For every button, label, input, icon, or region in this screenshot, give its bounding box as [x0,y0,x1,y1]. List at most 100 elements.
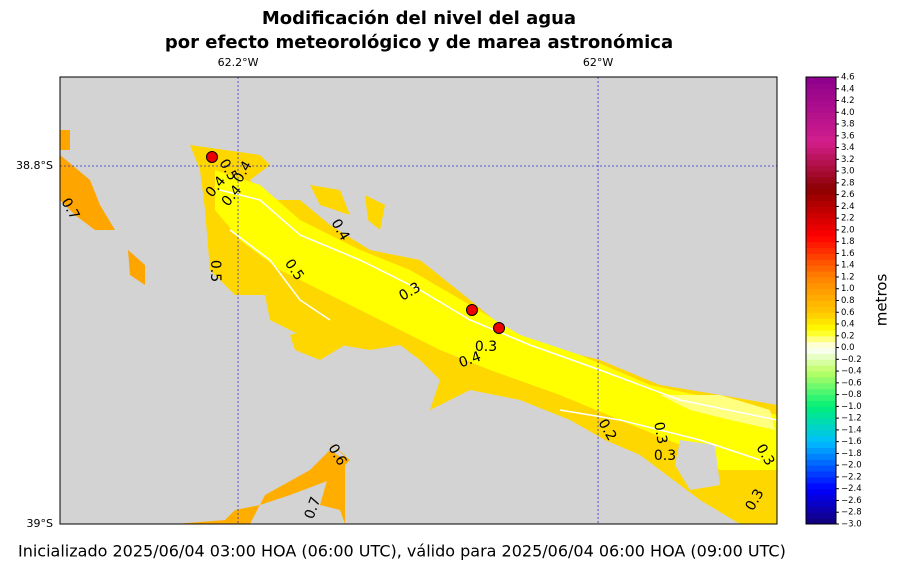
colorbar-segment [806,112,836,119]
y-tick-label: 38.8°S [16,159,53,172]
colorbar-tick-label: −2.4 [841,484,862,494]
footer: Inicializado 2025/06/04 03:00 HOA (06:00… [18,542,786,561]
map-area: 0.7 0.4 0.5 0.4 0.4 0.5 0.4 0.5 0.3 0.3 … [60,77,777,524]
colorbar-segment [806,476,836,484]
colorbar: −3.0 −2.8 −2.6 −2.4 −2.2−2.0 −1.8 −1.6 −1.4−1.2… [805,73,862,530]
colorbar-segment [806,182,836,190]
colorbar-segment [806,259,836,266]
colorbar-segment [806,365,836,372]
colorbar-tick-label: −1.8 [841,449,862,459]
contour-label: 0.3 [650,421,670,446]
colorbar-segment [806,176,836,184]
map-frame [59,76,778,525]
colorbar-segment [806,359,836,366]
contour-label: 0.3 [654,448,676,464]
colorbar-segment [806,171,836,178]
colorbar-tick-label: 0.4 [841,320,855,330]
colorbar-tick-label: 1.6 [841,249,855,259]
colorbar-tick-label: −1.2 [841,414,862,424]
colorbar-segment [806,424,836,431]
water-yellow [290,325,345,360]
title: por efecto meteorológico y de marea astr… [165,32,673,53]
colorbar-segment [806,400,836,407]
colorbar-segment [806,429,836,437]
colorbar-segment [806,412,836,419]
colorbar-tick-label: 4.0 [841,108,855,118]
title: Modificación del nivel del agua [262,8,576,29]
colorbar-segment [806,124,836,131]
colorbar-segment [806,224,836,231]
colorbar-tick-label: −2.8 [841,508,862,518]
colorbar-segment [806,141,836,149]
colorbar-segment [806,418,836,425]
colorbar-segment [806,288,836,296]
colorbar-label: metros [873,274,891,327]
colorbar-segment [806,282,836,290]
station-marker [206,151,218,163]
colorbar-segment [806,453,836,460]
colorbar-tick-label: −0.2 [841,355,862,365]
contours [219,189,777,461]
y-tick-label: 39°S [27,517,53,530]
colorbar-segment [806,165,836,172]
colorbar-segment [806,88,836,96]
colorbar-tick-label: 2.4 [841,202,855,212]
colorbar-segment [806,218,836,225]
colorbar-tick-label: 2.6 [841,190,855,200]
station-marker [493,322,505,334]
colorbar-tick-label: 1.0 [841,284,855,294]
colorbar-segment [806,276,836,284]
colorbar-tick-label: −2.6 [841,496,862,506]
colorbar-segment [806,512,836,519]
colorbar-segment [806,247,836,254]
colorbar-tick-label: 1.2 [841,272,855,282]
colorbar-segment [806,229,836,237]
island [675,440,720,490]
colorbar-segment [806,394,836,401]
colorbar-tick-label: 4.4 [841,84,855,94]
colorbar-tick-label: −0.8 [841,390,862,400]
colorbar-tick-label: 2.0 [841,225,855,235]
colorbar-segment [806,106,836,113]
colorbar-segment [806,300,836,307]
colorbar-segment [806,441,836,449]
colorbar-segment [806,94,836,102]
colorbar-segment [806,329,836,337]
colorbar-segment [806,82,836,90]
colorbar-segment [806,188,836,196]
colorbar-segment [806,312,836,319]
colorbar-tick-label: 0.6 [841,308,855,318]
colorbar-tick-label: 3.8 [841,120,855,130]
water-yellow-light [215,170,777,470]
colorbar-segment [806,488,836,496]
colorbar-tick-label: −1.0 [841,402,862,412]
colorbar-tick-label: 0.0 [841,343,855,353]
colorbar-segment [806,494,836,501]
colorbar-segment [806,353,836,360]
colorbar-tick-label: −0.4 [841,367,862,377]
x-tick-label: 62.2°W [218,56,259,69]
colorbar-segment [806,471,836,478]
colorbar-tick-label: −1.4 [841,425,862,435]
colorbar-tick-label: −2.2 [841,472,862,482]
colorbar-segment [806,500,836,507]
water-pale [660,395,775,430]
contour-label: 0.5 [207,260,223,282]
colorbar-segment [806,465,836,472]
colorbar-segment [806,459,836,466]
colorbar-segment [806,212,836,219]
station-marker [466,304,478,316]
x-tick-label: 62°W [583,56,613,69]
colorbar-segment [806,347,836,354]
colorbar-tick-label: 3.4 [841,143,855,153]
colorbar-tick-label: 3.6 [841,131,855,141]
colorbar-segment [806,518,836,525]
colorbar-tick-label: −1.6 [841,437,862,447]
colorbar-segment [806,135,836,143]
colorbar-segment [806,294,836,301]
colorbar-segment [806,482,836,490]
contour-label: 0.3 [475,339,497,355]
colorbar-tick-label: 4.6 [841,73,855,83]
colorbar-segment [806,77,836,84]
